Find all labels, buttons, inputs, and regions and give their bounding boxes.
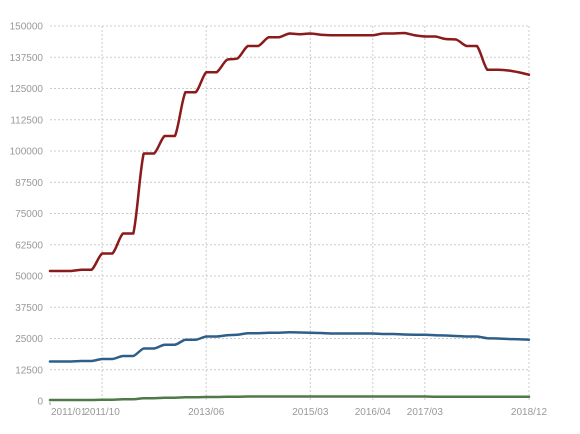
- x-tick-label: 2018/12: [511, 407, 548, 418]
- x-tick-label: 2013/06: [188, 407, 225, 418]
- y-tick-label: 37500: [15, 303, 43, 314]
- series-line-3: [48, 395, 531, 402]
- x-tick-label: 2016/04: [355, 407, 392, 418]
- series-line-1: [48, 31, 531, 273]
- y-tick-label: 137500: [10, 53, 44, 64]
- x-tick-label: 2011/01: [51, 407, 87, 418]
- y-tick-label: 62500: [15, 240, 43, 251]
- x-tick-label: 2017/03: [407, 407, 444, 418]
- grid: [49, 25, 530, 405]
- y-tick-label: 75000: [15, 209, 43, 220]
- series-lines: [48, 31, 531, 402]
- y-tick-label: 12500: [15, 365, 43, 376]
- y-axis-tick-labels: 0 12500 25000 37500 50000 62500 75000 87500 1000…: [10, 22, 44, 408]
- y-tick-label: 112500: [10, 115, 43, 126]
- y-tick-label: 125000: [10, 84, 44, 95]
- y-tick-label: 0: [37, 397, 43, 408]
- y-tick-label: 87500: [15, 178, 43, 189]
- y-tick-label: 100000: [10, 147, 44, 158]
- y-tick-label: 50000: [15, 272, 43, 283]
- x-tick-label: 2011/10: [84, 407, 120, 418]
- y-tick-label: 150000: [10, 22, 44, 33]
- series-line-2: [48, 331, 531, 363]
- x-tick-label: 2015/03: [292, 407, 329, 418]
- y-tick-label: 25000: [15, 334, 43, 345]
